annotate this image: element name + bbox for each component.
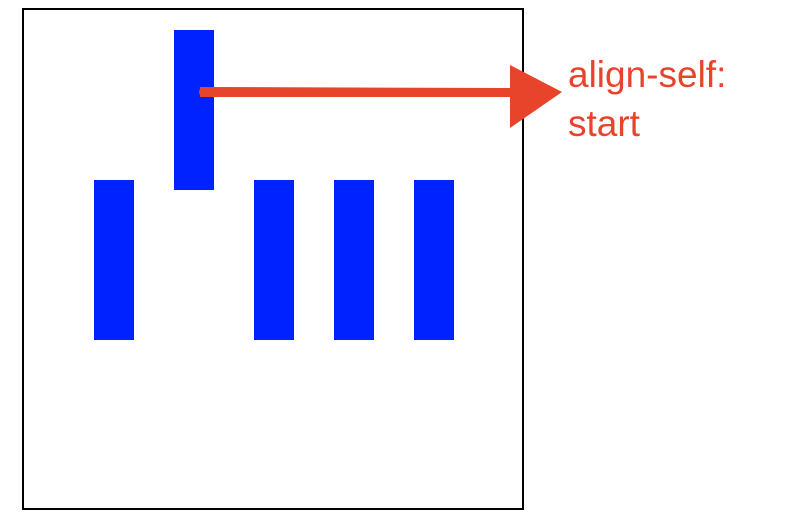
grid-item-1: [94, 180, 134, 340]
grid-item-4: [334, 180, 374, 340]
grid-item-5: [414, 180, 454, 340]
grid-item-3: [254, 180, 294, 340]
annotation-line-2: start: [568, 103, 640, 144]
grid-item-2-align-self-start: [174, 30, 214, 190]
annotation-line-1: align-self:: [568, 54, 727, 95]
annotation-label: align-self: start: [568, 50, 783, 148]
